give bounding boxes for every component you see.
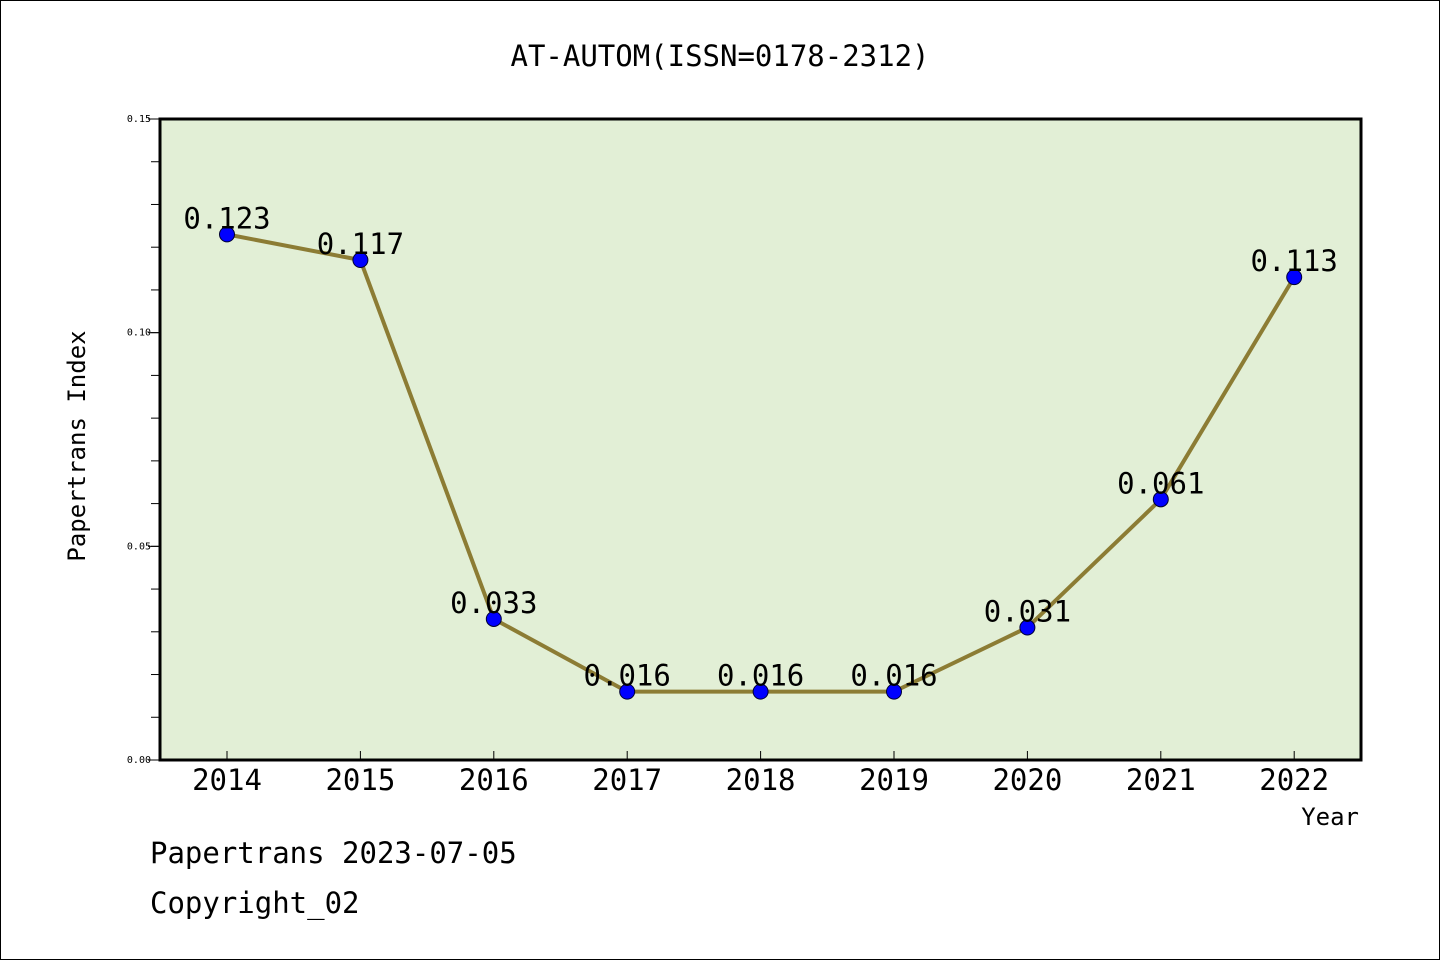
data-point: [485, 610, 502, 627]
y-axis: 0.00 0.05 0.10 0.15: [127, 114, 160, 766]
y-tick-label: 0.10: [127, 328, 151, 339]
footer-date: Papertrans 2023-07-05: [150, 836, 517, 870]
plot-area: [158, 117, 1363, 762]
x-tick-label: 2019: [859, 763, 929, 797]
data-label: 0.031: [984, 595, 1071, 629]
data-label: 0.123: [183, 201, 270, 235]
data-label: 0.113: [1251, 244, 1338, 278]
y-tick-label: 0.00: [127, 755, 151, 766]
x-axis: 2014 2015 2016 2017 2018 2019 2020 2021 2022: [192, 751, 1329, 797]
data-label: 0.016: [717, 659, 804, 693]
y-tick-label: 0.15: [127, 114, 151, 125]
x-tick-label: 2022: [1259, 763, 1329, 797]
chart-title: AT-AUTOM(ISSN=0178-2312): [510, 39, 929, 73]
data-label: 0.016: [584, 659, 671, 693]
x-tick-label: 2020: [992, 763, 1062, 797]
data-label: 0.016: [850, 659, 937, 693]
footer-copyright: Copyright_02: [150, 886, 360, 920]
x-tick-label: 2014: [192, 763, 262, 797]
data-point: [219, 226, 235, 243]
y-tick-label: 0.05: [127, 541, 151, 552]
data-point: [352, 252, 369, 269]
data-point: [1286, 269, 1303, 286]
data-point: [886, 683, 902, 700]
x-tick-label: 2021: [1126, 763, 1196, 797]
data-point: [1019, 619, 1036, 636]
data-label: 0.061: [1117, 466, 1204, 500]
x-tick-label: 2018: [726, 763, 796, 797]
y-axis-label: Papertrans Index: [63, 330, 91, 561]
data-label: 0.117: [317, 227, 404, 261]
x-tick-label: 2016: [459, 763, 529, 797]
x-tick-label: 2015: [325, 763, 395, 797]
data-labels: 0.123 0.117 0.033 0.016 0.016 0.016 0.031 0.061…: [183, 201, 1338, 692]
x-axis-label: Year: [1301, 803, 1359, 831]
series-line-group: [219, 226, 1303, 700]
data-point: [752, 683, 769, 700]
data-label: 0.033: [450, 586, 537, 620]
x-tick-label: 2017: [592, 763, 662, 797]
data-point: [1152, 491, 1169, 508]
data-point: [619, 683, 636, 700]
